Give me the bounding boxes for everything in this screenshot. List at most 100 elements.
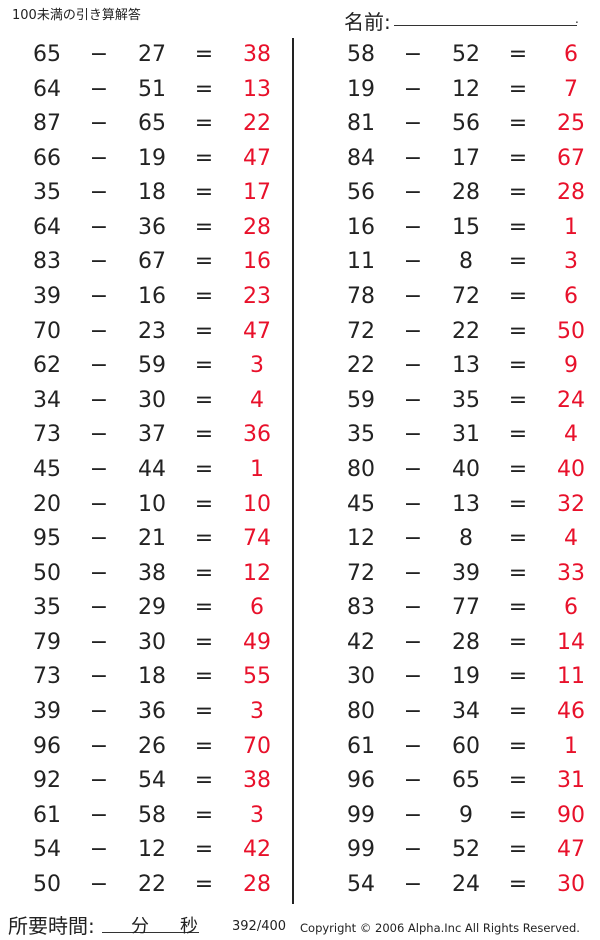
answer: 16 bbox=[243, 249, 271, 275]
equals-sign: = bbox=[508, 629, 528, 655]
equals-sign: = bbox=[194, 629, 214, 655]
answer: 3 bbox=[250, 699, 264, 725]
minus-sign: − bbox=[403, 560, 423, 586]
equals-sign: = bbox=[508, 318, 528, 344]
minuend: 78 bbox=[347, 284, 375, 310]
minuend: 66 bbox=[33, 145, 61, 171]
answer: 4 bbox=[564, 526, 578, 552]
minuend: 61 bbox=[347, 733, 375, 759]
equals-sign: = bbox=[194, 802, 214, 828]
equals-sign: = bbox=[508, 699, 528, 725]
minus-sign: − bbox=[89, 699, 109, 725]
answer: 28 bbox=[243, 214, 271, 240]
answer: 30 bbox=[557, 871, 585, 897]
minus-sign: − bbox=[89, 664, 109, 690]
subtrahend: 59 bbox=[138, 353, 166, 379]
minus-sign: − bbox=[89, 837, 109, 863]
answer: 40 bbox=[557, 456, 585, 482]
subtrahend: 12 bbox=[452, 76, 480, 102]
answer: 32 bbox=[557, 491, 585, 517]
minuend: 39 bbox=[33, 284, 61, 310]
time-field-line bbox=[102, 932, 199, 933]
answer: 1 bbox=[250, 456, 264, 482]
minuend: 65 bbox=[33, 42, 61, 67]
minus-sign: − bbox=[89, 456, 109, 482]
minutes-label: 分 bbox=[131, 916, 149, 937]
equals-sign: = bbox=[508, 284, 528, 310]
answer: 38 bbox=[243, 768, 271, 794]
minuend: 83 bbox=[347, 595, 375, 621]
subtrahend: 18 bbox=[138, 664, 166, 690]
answer: 9 bbox=[564, 353, 578, 379]
subtrahend: 67 bbox=[138, 249, 166, 275]
minus-sign: − bbox=[403, 629, 423, 655]
minus-sign: − bbox=[89, 387, 109, 413]
subtrahend: 54 bbox=[138, 768, 166, 794]
minus-sign: − bbox=[403, 111, 423, 137]
answer: 17 bbox=[243, 180, 271, 206]
answer: 7 bbox=[564, 76, 578, 102]
minuend: 84 bbox=[347, 145, 375, 171]
minuend: 42 bbox=[347, 629, 375, 655]
minus-sign: − bbox=[89, 629, 109, 655]
minus-sign: − bbox=[89, 560, 109, 586]
equals-sign: = bbox=[194, 456, 214, 482]
equals-sign: = bbox=[194, 526, 214, 552]
subtrahend: 29 bbox=[138, 595, 166, 621]
equals-sign: = bbox=[194, 318, 214, 344]
answer: 3 bbox=[250, 353, 264, 379]
subtrahend: 30 bbox=[138, 629, 166, 655]
minus-sign: − bbox=[403, 180, 423, 206]
minuend: 22 bbox=[347, 353, 375, 379]
equals-sign: = bbox=[194, 768, 214, 794]
minuend: 45 bbox=[33, 456, 61, 482]
minus-sign: − bbox=[89, 111, 109, 137]
subtrahend: 17 bbox=[452, 145, 480, 171]
answer: 3 bbox=[564, 249, 578, 275]
minuend: 96 bbox=[33, 733, 61, 759]
answer: 25 bbox=[557, 111, 585, 137]
subtrahend: 22 bbox=[452, 318, 480, 344]
equals-sign: = bbox=[508, 595, 528, 621]
minus-sign: − bbox=[89, 733, 109, 759]
equals-sign: = bbox=[194, 422, 214, 448]
minuend: 50 bbox=[33, 871, 61, 897]
answer: 13 bbox=[243, 76, 271, 102]
subtrahend: 31 bbox=[452, 422, 480, 448]
answer: 47 bbox=[557, 837, 585, 863]
minuend: 62 bbox=[33, 353, 61, 379]
minuend: 95 bbox=[33, 526, 61, 552]
minus-sign: − bbox=[403, 491, 423, 517]
equals-sign: = bbox=[194, 214, 214, 240]
minus-sign: − bbox=[403, 145, 423, 171]
answer: 28 bbox=[557, 180, 585, 206]
worksheet-title: 100未満の引き算解答 bbox=[12, 8, 141, 23]
answer: 14 bbox=[557, 629, 585, 655]
subtrahend: 38 bbox=[138, 560, 166, 586]
equals-sign: = bbox=[194, 42, 214, 67]
answer: 12 bbox=[243, 560, 271, 586]
minus-sign: − bbox=[403, 76, 423, 102]
minuend: 79 bbox=[33, 629, 61, 655]
minus-sign: − bbox=[403, 595, 423, 621]
minus-sign: − bbox=[403, 526, 423, 552]
minus-sign: − bbox=[89, 214, 109, 240]
equals-sign: = bbox=[508, 76, 528, 102]
subtrahend: 40 bbox=[452, 456, 480, 482]
minus-sign: − bbox=[403, 284, 423, 310]
minus-sign: − bbox=[403, 664, 423, 690]
answer: 47 bbox=[243, 145, 271, 171]
copyright: Copyright © 2006 Alpha.Inc All Rights Re… bbox=[300, 921, 580, 935]
subtrahend: 19 bbox=[138, 145, 166, 171]
equals-sign: = bbox=[508, 353, 528, 379]
subtrahend: 77 bbox=[452, 595, 480, 621]
equals-sign: = bbox=[508, 768, 528, 794]
equals-sign: = bbox=[194, 387, 214, 413]
minus-sign: − bbox=[403, 733, 423, 759]
equals-sign: = bbox=[194, 111, 214, 137]
minus-sign: − bbox=[403, 318, 423, 344]
equals-sign: = bbox=[194, 733, 214, 759]
answer: 6 bbox=[564, 42, 578, 67]
subtrahend: 65 bbox=[138, 111, 166, 137]
minuend: 54 bbox=[33, 837, 61, 863]
